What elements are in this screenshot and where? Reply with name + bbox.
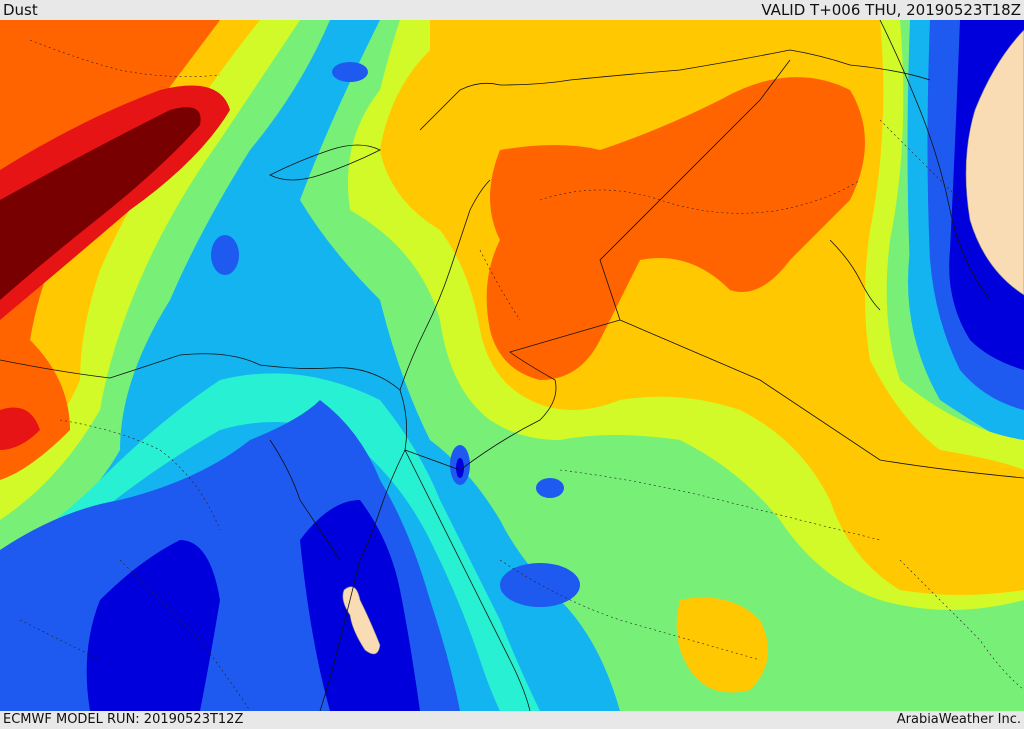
model-run: ECMWF MODEL RUN: 20190523T12Z	[3, 712, 244, 727]
contour-low-arabia	[500, 563, 580, 607]
contour-lowest-sw	[86, 540, 221, 711]
contour-higher-west	[0, 20, 220, 480]
boundaries	[0, 20, 1024, 711]
dust-forecast-map	[0, 20, 1024, 711]
contour-higher-east	[486, 77, 865, 380]
contour-blank-east	[965, 29, 1024, 296]
contour-veryhigh-west2	[0, 407, 40, 450]
contour-blank-sudan	[342, 586, 381, 655]
header-bar: Dust VALID T+006 THU, 20190523T18Z	[0, 0, 1024, 20]
internal-borders	[19, 39, 1024, 711]
contour-high-south	[676, 597, 768, 693]
contour-lowest-gulf	[456, 458, 464, 478]
contour-low-med	[211, 235, 239, 275]
contour-low-north	[332, 62, 368, 82]
contour-low-arabia2	[536, 478, 564, 498]
contour-extreme-west	[0, 107, 201, 301]
valid-time: VALID T+006 THU, 20190523T18Z	[761, 1, 1021, 19]
credit: ArabiaWeather Inc.	[896, 712, 1021, 727]
footer-bar: ECMWF MODEL RUN: 20190523T12Z ArabiaWeat…	[0, 711, 1024, 729]
field-name: Dust	[3, 1, 38, 19]
